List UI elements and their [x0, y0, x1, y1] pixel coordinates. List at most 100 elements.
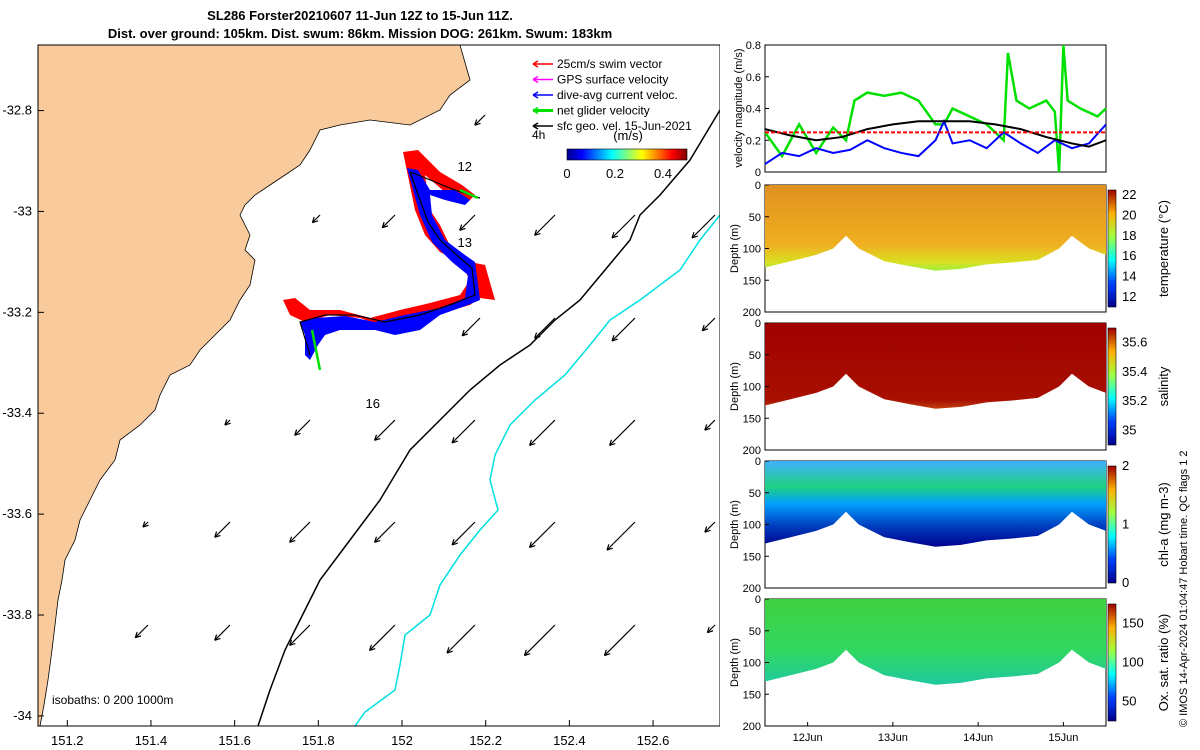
legend-arrowhead	[532, 122, 539, 130]
geo-velocity-arrow	[446, 624, 476, 654]
section-colorbar-tick: 35	[1122, 422, 1136, 437]
section-colorbar-tick: 22	[1122, 187, 1136, 202]
map-x-tick-label: 152.6	[637, 733, 670, 748]
geo-velocity-arrowhead	[368, 644, 376, 652]
map-x-tick-label: 151.6	[218, 733, 251, 748]
time-tick-label: 13Jun	[878, 732, 908, 744]
depth-tick-label: 50	[749, 212, 761, 224]
colorbar-label: (m/s)	[613, 128, 643, 143]
geo-velocity-arrow	[529, 419, 556, 446]
geo-velocity-arrowhead	[446, 647, 453, 654]
velocity-ylabel: velocity magnitude (m/s)	[733, 48, 745, 167]
geo-velocity-arrowhead	[701, 324, 709, 332]
depth-tick-label: 50	[749, 488, 761, 500]
geo-velocity-arrow	[701, 317, 716, 332]
map-y-tick-label: -33.8	[2, 607, 32, 622]
geo-velocity-arrowhead	[534, 332, 541, 339]
depth-tick-label: 100	[743, 382, 761, 394]
geo-velocity-arrowhead	[214, 531, 221, 538]
speed-colorbar-ticks: 0 0.2 0.4	[563, 166, 672, 181]
depth-ylabel: Depth (m)	[729, 500, 741, 549]
current-vector-band	[300, 168, 480, 360]
geo-velocity-arrowhead	[289, 536, 296, 543]
depth-tick-label: 150	[743, 413, 761, 425]
day-labels: 12 13 16	[365, 159, 472, 411]
geo-velocity-arrowhead	[474, 119, 481, 126]
right-panels: 0 0.2 0.4 0.6 0.8 velocity magnitude (m/s) 0…	[729, 40, 1171, 744]
geo-velocity-arrowhead	[606, 544, 613, 551]
geostrophic-velocity-arrows	[134, 114, 716, 657]
geo-velocity-arrow	[369, 624, 396, 651]
depth-ylabel: Depth (m)	[729, 362, 741, 411]
geo-velocity-arrow	[451, 419, 476, 444]
geo-velocity-arrowhead	[142, 521, 149, 528]
time-tick-label: 14Jun	[963, 732, 993, 744]
map-x-tick-label: 151.4	[135, 733, 168, 748]
velocity-y-tick-label: 0	[755, 167, 761, 179]
map-x-tick-label: 152.4	[553, 733, 586, 748]
depth-tick-label: 150	[743, 275, 761, 287]
geo-velocity-arrow	[606, 521, 636, 551]
day-label: 12	[458, 159, 472, 174]
section-colorbar-tick: 150	[1122, 616, 1144, 631]
depth-tick-label: 0	[755, 318, 761, 330]
geo-velocity-arrow	[461, 317, 481, 337]
geo-velocity-arrowhead	[461, 329, 469, 337]
section-field	[765, 323, 1106, 409]
depth-tick-label: 150	[743, 551, 761, 563]
speed-colorbar	[566, 148, 688, 161]
map-legend: 25cm/s swim vector GPS surface velocitydi…	[532, 57, 692, 133]
plot-title-line1: SL286 Forster20210607 11-Jun 12Z to 15-J…	[207, 8, 513, 23]
geo-velocity-arrowhead	[294, 429, 301, 436]
section-panel-chla: 0 50 100 150 200 Depth (m) 2 1 0 chl-a (mg m-3)	[729, 456, 1171, 595]
isobath-200m	[257, 109, 720, 726]
geo-velocity-arrowhead	[459, 224, 466, 231]
geo-velocity-arrow	[381, 214, 396, 229]
geo-velocity-arrow	[214, 521, 231, 538]
geo-velocity-arrow	[214, 624, 231, 641]
coastline-land	[38, 45, 471, 726]
section-colorbar-tick: 12	[1122, 289, 1136, 304]
geo-velocity-arrow	[534, 317, 556, 339]
time-tick-label: 12Jun	[793, 732, 823, 744]
map-x-tick-label: 151.8	[302, 733, 335, 748]
legend-label: 25cm/s swim vector	[557, 57, 662, 71]
map-x-tick-label: 152.2	[469, 733, 502, 748]
geo-velocity-arrowhead	[706, 626, 714, 634]
depth-tick-label: 50	[749, 350, 761, 362]
velocity-axis-ticks: 0 0.2 0.4 0.6 0.8	[746, 40, 769, 179]
map-y-tick-label: -33.6	[2, 506, 32, 521]
section-field	[765, 599, 1106, 685]
geo-velocity-arrowhead	[603, 649, 611, 657]
imos-timestamp: © IMOS 14-Apr-2024 01:04:47 Hobart time.…	[1178, 450, 1190, 727]
section-colorbar	[1107, 327, 1117, 446]
colorbar-tick-label: 0	[563, 166, 570, 181]
velocity-magnitude-plot	[763, 44, 1107, 173]
geo-velocity-arrowhead	[704, 526, 711, 533]
geo-velocity-arrowhead	[214, 634, 221, 641]
section-colorbar-tick: 35.6	[1122, 335, 1147, 350]
geo-velocity-arrowhead	[704, 424, 711, 431]
depth-tick-label: 100	[743, 520, 761, 532]
section-field	[765, 185, 1106, 271]
time-step-label: 4h	[532, 128, 545, 142]
section-colorbar-tick: 1	[1122, 517, 1129, 532]
legend-arrowhead	[532, 106, 539, 115]
map-y-tick-label: -34	[13, 708, 32, 723]
velocity-panel-frame	[764, 44, 1107, 173]
geo-velocity-arrow	[289, 521, 311, 543]
geo-velocity-arrow	[311, 214, 321, 224]
geo-velocity-arrowhead	[691, 232, 698, 239]
map-y-tick-label: -32.8	[2, 103, 32, 118]
depth-tick-label: 100	[743, 244, 761, 256]
section-colorbar-tick: 100	[1122, 655, 1144, 670]
section-colorbar-label: temperature (°C)	[1156, 200, 1171, 297]
geo-velocity-arrowhead	[528, 439, 536, 447]
section-colorbar-tick: 18	[1122, 228, 1136, 243]
legend-arrowhead	[532, 75, 539, 84]
geo-velocity-arrowhead	[381, 221, 389, 229]
geo-velocity-arrowhead	[534, 229, 541, 236]
plot-title-line2: Dist. over ground: 105km. Dist. swum: 86…	[107, 26, 613, 41]
geo-velocity-arrowhead	[311, 216, 319, 224]
geo-velocity-arrow	[451, 521, 476, 546]
